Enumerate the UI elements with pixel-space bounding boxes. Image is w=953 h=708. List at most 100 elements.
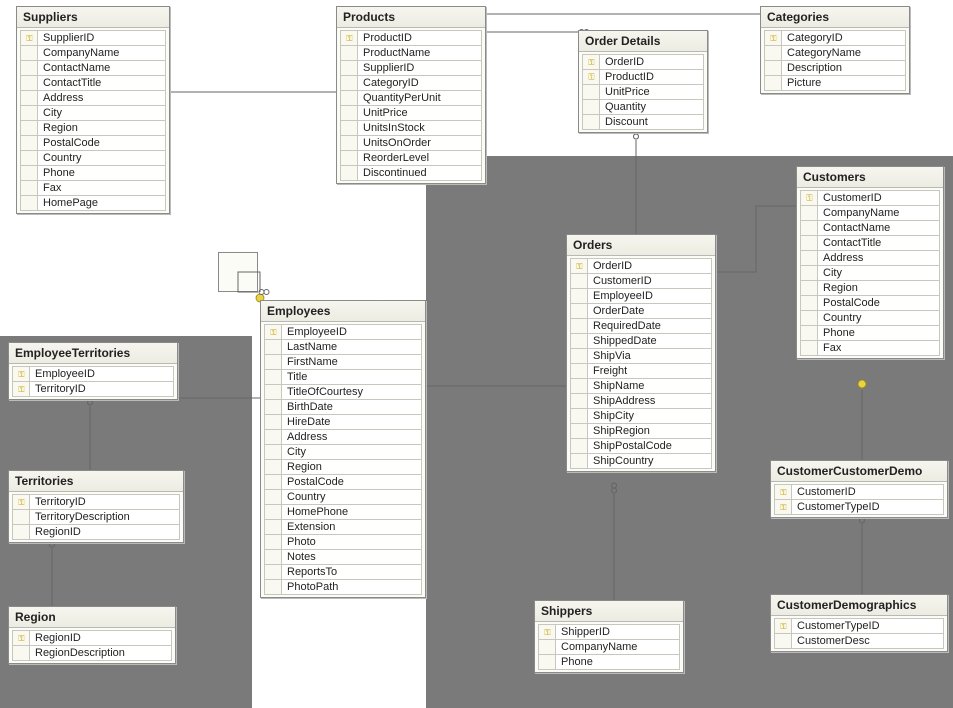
field-row[interactable]: Region: [264, 459, 422, 475]
entity-title[interactable]: Employees: [261, 301, 425, 322]
field-row[interactable]: TerritoryDescription: [12, 509, 180, 525]
field-row[interactable]: Country: [264, 489, 422, 505]
entity-customercustomerdemo[interactable]: CustomerCustomerDemo⚿CustomerID⚿Customer…: [770, 460, 948, 518]
entity-shippers[interactable]: Shippers⚿ShipperIDCompanyNamePhone: [534, 600, 684, 673]
entity-title[interactable]: Territories: [9, 471, 183, 492]
field-row[interactable]: Notes: [264, 549, 422, 565]
field-row[interactable]: Region: [800, 280, 940, 296]
entity-title[interactable]: Orders: [567, 235, 715, 256]
field-row[interactable]: CustomerID: [570, 273, 712, 289]
field-row[interactable]: RegionID: [12, 524, 180, 540]
field-row[interactable]: TitleOfCourtesy: [264, 384, 422, 400]
entity-orders[interactable]: Orders ⚿OrderIDCustomerIDEmployeeIDOrderD…: [566, 234, 716, 472]
field-row[interactable]: Description: [764, 60, 906, 76]
field-row[interactable]: City: [800, 265, 940, 281]
field-row[interactable]: ⚿TerritoryID: [12, 381, 174, 397]
field-row[interactable]: ⚿ProductID: [582, 69, 704, 85]
entity-region[interactable]: Region⚿RegionIDRegionDescription: [8, 606, 176, 664]
field-row[interactable]: City: [20, 105, 166, 121]
field-row[interactable]: UnitPrice: [582, 84, 704, 100]
entity-title[interactable]: Customers: [797, 167, 943, 188]
field-row[interactable]: Phone: [800, 325, 940, 341]
field-row[interactable]: CustomerDesc: [774, 633, 944, 649]
field-row[interactable]: ⚿EmployeeID: [12, 366, 174, 382]
field-row[interactable]: HomePage: [20, 195, 166, 211]
entity-title[interactable]: Region: [9, 607, 175, 628]
field-row[interactable]: CompanyName: [800, 205, 940, 221]
field-row[interactable]: ⚿OrderID: [582, 54, 704, 70]
field-row[interactable]: ⚿CustomerID: [774, 484, 944, 500]
field-row[interactable]: Phone: [20, 165, 166, 181]
field-row[interactable]: ShipVia: [570, 348, 712, 364]
field-row[interactable]: PostalCode: [800, 295, 940, 311]
field-row[interactable]: ProductName: [340, 45, 482, 61]
field-row[interactable]: ⚿CustomerTypeID: [774, 618, 944, 634]
entity-title[interactable]: Shippers: [535, 601, 683, 622]
entity-title[interactable]: EmployeeTerritories: [9, 343, 177, 364]
field-row[interactable]: Country: [20, 150, 166, 166]
field-row[interactable]: FirstName: [264, 354, 422, 370]
field-row[interactable]: ShipCity: [570, 408, 712, 424]
entity-orderdetails[interactable]: Order Details ⚿OrderID⚿ProductIDUnitPrice…: [578, 30, 708, 133]
field-row[interactable]: ⚿CategoryID: [764, 30, 906, 46]
field-row[interactable]: Address: [800, 250, 940, 266]
field-row[interactable]: CompanyName: [538, 639, 680, 655]
entity-employeeterritories[interactable]: EmployeeTerritories ⚿EmployeeID⚿Territory…: [8, 342, 178, 400]
entity-categories[interactable]: Categories ⚿CategoryIDCategoryNameDescrip…: [760, 6, 910, 94]
field-row[interactable]: ShippedDate: [570, 333, 712, 349]
field-row[interactable]: EmployeeID: [570, 288, 712, 304]
field-row[interactable]: ⚿EmployeeID: [264, 324, 422, 340]
entity-title[interactable]: CustomerDemographics: [771, 595, 947, 616]
field-row[interactable]: PostalCode: [264, 474, 422, 490]
field-row[interactable]: CompanyName: [20, 45, 166, 61]
field-row[interactable]: ShipPostalCode: [570, 438, 712, 454]
field-row[interactable]: ReportsTo: [264, 564, 422, 580]
field-row[interactable]: LastName: [264, 339, 422, 355]
field-row[interactable]: Photo: [264, 534, 422, 550]
entity-title[interactable]: Categories: [761, 7, 909, 28]
field-row[interactable]: ⚿SupplierID: [20, 30, 166, 46]
field-row[interactable]: ContactName: [800, 220, 940, 236]
field-row[interactable]: Freight: [570, 363, 712, 379]
field-row[interactable]: HomePhone: [264, 504, 422, 520]
field-row[interactable]: Address: [20, 90, 166, 106]
entity-suppliers[interactable]: Suppliers ⚿SupplierIDCompanyNameContactNa…: [16, 6, 170, 214]
field-row[interactable]: Title: [264, 369, 422, 385]
field-row[interactable]: Discount: [582, 114, 704, 130]
field-row[interactable]: UnitPrice: [340, 105, 482, 121]
field-row[interactable]: OrderDate: [570, 303, 712, 319]
field-row[interactable]: RequiredDate: [570, 318, 712, 334]
field-row[interactable]: ⚿CustomerTypeID: [774, 499, 944, 515]
field-row[interactable]: Country: [800, 310, 940, 326]
field-row[interactable]: SupplierID: [340, 60, 482, 76]
entity-products[interactable]: Products ⚿ProductIDProductNameSupplierIDC…: [336, 6, 486, 184]
field-row[interactable]: CategoryID: [340, 75, 482, 91]
field-row[interactable]: ⚿ProductID: [340, 30, 482, 46]
entity-title[interactable]: Products: [337, 7, 485, 28]
entity-customerdemographics[interactable]: CustomerDemographics ⚿CustomerTypeIDCusto…: [770, 594, 948, 652]
field-row[interactable]: ReorderLevel: [340, 150, 482, 166]
field-row[interactable]: CategoryName: [764, 45, 906, 61]
field-row[interactable]: ⚿OrderID: [570, 258, 712, 274]
field-row[interactable]: QuantityPerUnit: [340, 90, 482, 106]
field-row[interactable]: Fax: [800, 340, 940, 356]
field-row[interactable]: Extension: [264, 519, 422, 535]
field-row[interactable]: HireDate: [264, 414, 422, 430]
field-row[interactable]: ShipRegion: [570, 423, 712, 439]
entity-employees[interactable]: Employees⚿EmployeeIDLastNameFirstNameTit…: [260, 300, 426, 598]
entity-customers[interactable]: Customers⚿CustomerIDCompanyNameContactNa…: [796, 166, 944, 359]
field-row[interactable]: PostalCode: [20, 135, 166, 151]
field-row[interactable]: ShipCountry: [570, 453, 712, 469]
field-row[interactable]: BirthDate: [264, 399, 422, 415]
field-row[interactable]: ⚿TerritoryID: [12, 494, 180, 510]
field-row[interactable]: ShipName: [570, 378, 712, 394]
entity-title[interactable]: Order Details: [579, 31, 707, 52]
field-row[interactable]: ⚿ShipperID: [538, 624, 680, 640]
field-row[interactable]: ContactTitle: [800, 235, 940, 251]
field-row[interactable]: ContactName: [20, 60, 166, 76]
field-row[interactable]: ShipAddress: [570, 393, 712, 409]
field-row[interactable]: ⚿RegionID: [12, 630, 172, 646]
entity-territories[interactable]: Territories ⚿TerritoryIDTerritoryDescript…: [8, 470, 184, 543]
entity-title[interactable]: Suppliers: [17, 7, 169, 28]
field-row[interactable]: Discontinued: [340, 165, 482, 181]
